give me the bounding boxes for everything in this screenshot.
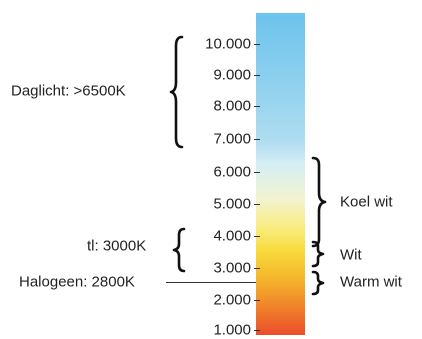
tick-mark-6000	[254, 172, 260, 173]
tick-mark-7000	[254, 139, 260, 140]
tick-label-2000: 2.000	[213, 291, 251, 309]
wit-label: Wit	[340, 246, 362, 264]
tick-label-9000: 9.000	[213, 66, 251, 84]
color-temperature-gradient-bar	[256, 13, 305, 335]
tick-mark-10000	[254, 44, 260, 45]
tick-mark-2000	[254, 300, 260, 301]
tl-brace	[172, 227, 186, 273]
tick-mark-1000	[254, 330, 260, 331]
wit-brace	[311, 240, 325, 268]
tick-label-5000: 5.000	[213, 195, 251, 213]
tick-label-3000: 3.000	[213, 259, 251, 277]
tick-mark-9000	[254, 75, 260, 76]
tick-label-8000: 8.000	[213, 97, 251, 115]
warm-wit-label: Warm wit	[340, 273, 402, 291]
tick-label-4000: 4.000	[213, 227, 251, 245]
tick-label-1000: 1.000	[213, 321, 251, 339]
koel-wit-brace	[311, 156, 327, 248]
halogeen-label: Halogeen: 2800K	[19, 273, 135, 291]
koel-wit-label: Koel wit	[340, 193, 393, 211]
tick-mark-5000	[254, 204, 260, 205]
halogeen-pointer-line	[166, 282, 256, 283]
tick-label-10000: 10.000	[205, 35, 251, 53]
warm-wit-brace	[311, 270, 325, 296]
tick-mark-3000	[254, 268, 260, 269]
tick-label-7000: 7.000	[213, 130, 251, 148]
daglicht-brace	[169, 35, 184, 149]
tick-mark-8000	[254, 106, 260, 107]
tick-label-6000: 6.000	[213, 163, 251, 181]
daglicht-label: Daglicht: >6500K	[11, 82, 126, 100]
tick-mark-4000	[254, 236, 260, 237]
tl-label: tl: 3000K	[87, 237, 147, 255]
